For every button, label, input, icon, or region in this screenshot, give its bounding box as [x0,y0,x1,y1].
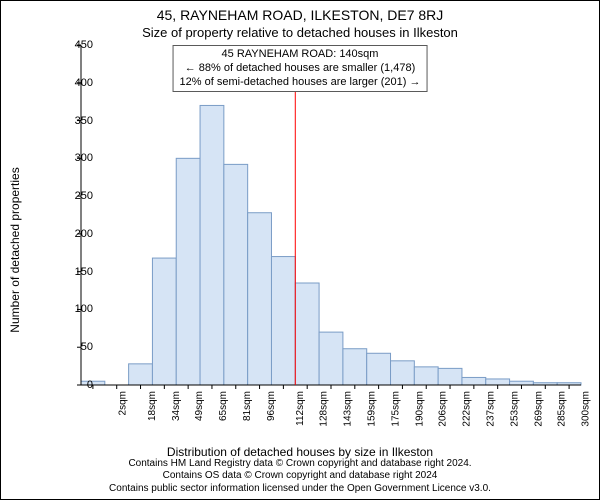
histogram-bar [438,368,462,385]
chart-container: 45, RAYNEHAM ROAD, ILKESTON, DE7 8RJ Siz… [0,0,600,500]
xtick-label: 49sqm [194,391,205,421]
xtick-label: 65sqm [218,391,229,421]
footer-line1: Contains HM Land Registry data © Crown c… [1,458,599,471]
ytick-label: 450 [75,39,93,51]
ytick-label: 200 [75,228,93,240]
histogram-bar [343,349,367,385]
xtick-label: 2sqm [117,391,128,415]
xtick-label: 34sqm [171,391,182,421]
xtick-label: 253sqm [509,391,520,427]
ytick-label: 350 [75,115,93,127]
footer-line3: Contains public sector information licen… [1,483,599,496]
histogram-bar [224,164,248,385]
y-axis-label: Number of detached properties [8,167,22,332]
histogram-bar [367,353,391,385]
annotation-line2: ← 88% of detached houses are smaller (1,… [180,62,421,76]
histogram-bar [176,158,200,385]
annotation-box: 45 RAYNEHAM ROAD: 140sqm ← 88% of detach… [173,45,428,92]
footer-line2: Contains OS data © Crown copyright and d… [1,470,599,483]
footer: Contains HM Land Registry data © Crown c… [1,458,599,496]
xtick-label: 112sqm [294,391,305,426]
histogram-bar [391,361,415,385]
xtick-label: 81sqm [242,391,253,421]
ytick-label: 150 [75,266,93,278]
histogram-bar [295,283,319,385]
annotation-line3: 12% of semi-detached houses are larger (… [180,76,421,90]
xtick-label: 269sqm [533,391,544,427]
ytick-label: 0 [87,379,93,391]
xtick-label: 128sqm [319,391,330,427]
histogram-bar [152,258,176,385]
ytick-label: 400 [75,77,93,89]
histogram-svg [81,45,581,385]
xtick-label: 300sqm [581,391,592,427]
plot-area [81,45,581,385]
histogram-bar [462,377,486,385]
xtick-label: 222sqm [462,391,473,427]
histogram-bar [414,367,438,385]
xtick-label: 143sqm [343,391,354,427]
ytick-label: 250 [75,190,93,202]
xtick-label: 206sqm [438,391,449,427]
xtick-label: 190sqm [414,391,425,427]
histogram-bar [486,379,510,385]
xtick-label: 96sqm [266,391,277,421]
xtick-label: 175sqm [390,391,401,427]
ytick-label: 100 [75,303,93,315]
ytick-label: 300 [75,152,93,164]
xtick-label: 159sqm [367,391,378,427]
xtick-label: 237sqm [486,391,497,427]
histogram-bar [129,364,153,385]
histogram-bar [200,105,224,385]
histogram-bar [271,257,295,385]
annotation-line1: 45 RAYNEHAM ROAD: 140sqm [180,48,421,62]
xtick-label: 18sqm [147,391,158,421]
sub-title: Size of property relative to detached ho… [1,25,599,40]
histogram-bar [248,213,272,385]
main-title: 45, RAYNEHAM ROAD, ILKESTON, DE7 8RJ [1,7,599,23]
histogram-bar [510,381,534,385]
histogram-bar [319,332,343,385]
ytick-label: 50 [81,341,93,353]
xtick-label: 285sqm [557,391,568,427]
